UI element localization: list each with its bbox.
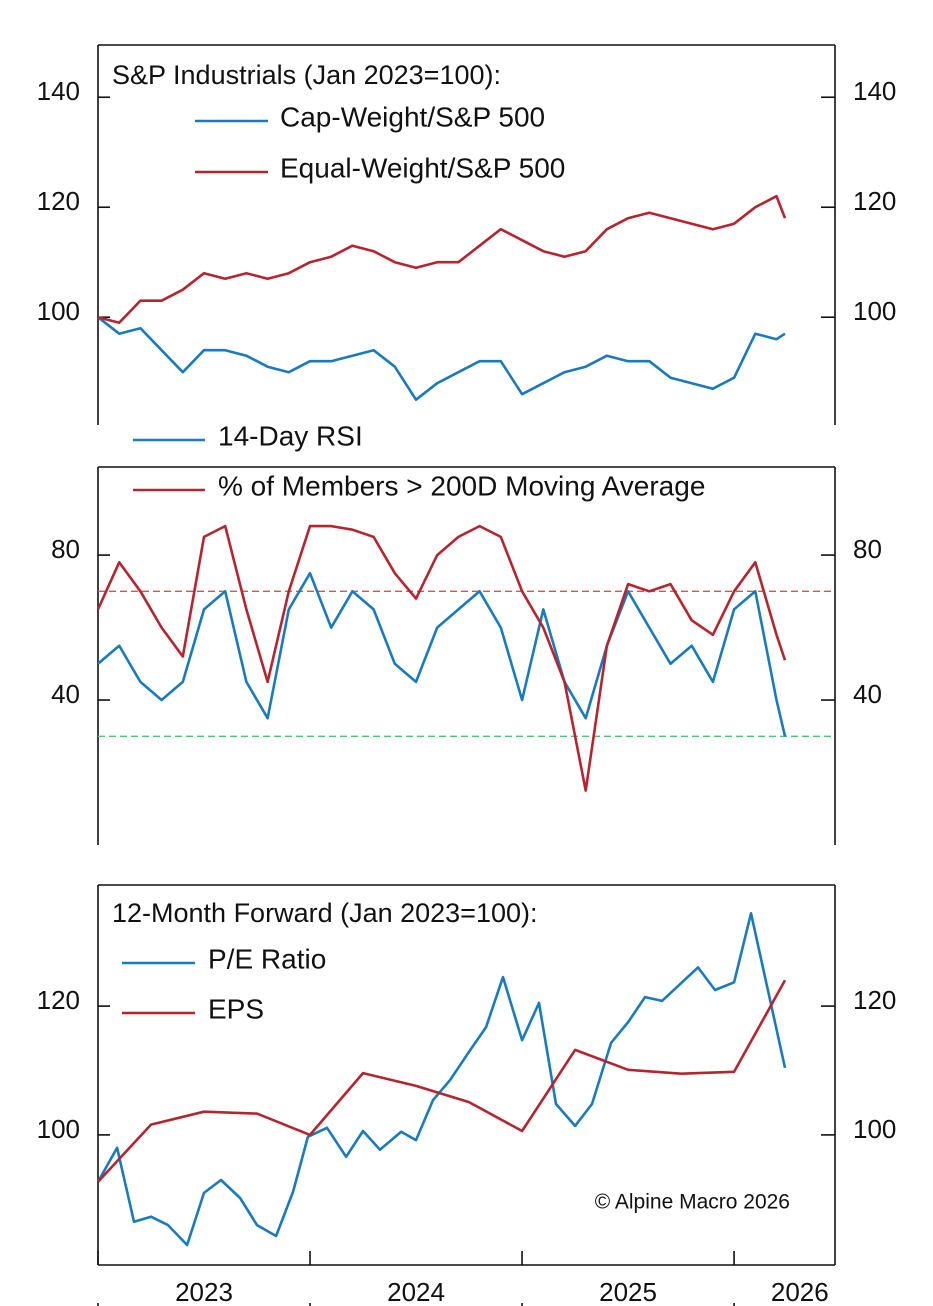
legend-label: P/E Ratio: [208, 943, 326, 974]
series-line: [97, 316, 786, 401]
y-tick-label: 120: [37, 186, 80, 216]
y-tick-label-right: 140: [853, 76, 896, 106]
y-tick-label-right: 120: [853, 985, 896, 1015]
x-tick-label: 2024: [387, 1277, 445, 1306]
series-line: [97, 979, 787, 1183]
x-tick-label: 2023: [175, 1277, 233, 1306]
legend-label: Equal-Weight/S&P 500: [280, 152, 565, 183]
y-tick-label-right: 120: [853, 186, 896, 216]
series-line: [96, 912, 787, 1247]
copyright: © Alpine Macro 2026: [595, 1191, 790, 1214]
series-line: [96, 524, 787, 792]
x-tick-label: 2025: [599, 1277, 657, 1306]
series-line: [97, 571, 787, 737]
legend-label: EPS: [208, 993, 264, 1024]
series-line: [97, 194, 787, 324]
y-tick-label-right: 80: [853, 534, 882, 564]
legend-label: Cap-Weight/S&P 500: [280, 101, 545, 132]
x-tick-label: 2026: [771, 1277, 829, 1306]
y-tick-label: 40: [51, 679, 80, 709]
y-tick-label: 120: [37, 985, 80, 1015]
y-tick-label-right: 100: [853, 296, 896, 326]
panel-title: S&P Industrials (Jan 2023=100):: [112, 60, 501, 90]
legend-label: % of Members > 200D Moving Average: [218, 470, 705, 501]
panel-title: 12-Month Forward (Jan 2023=100):: [112, 898, 538, 928]
y-tick-label: 100: [37, 1114, 80, 1144]
y-tick-label: 140: [37, 76, 80, 106]
y-tick-label-right: 100: [853, 1114, 896, 1144]
y-tick-label: 80: [51, 534, 80, 564]
legend-label: 14-Day RSI: [218, 420, 363, 451]
y-tick-label-right: 40: [853, 679, 882, 709]
y-tick-label: 100: [37, 296, 80, 326]
